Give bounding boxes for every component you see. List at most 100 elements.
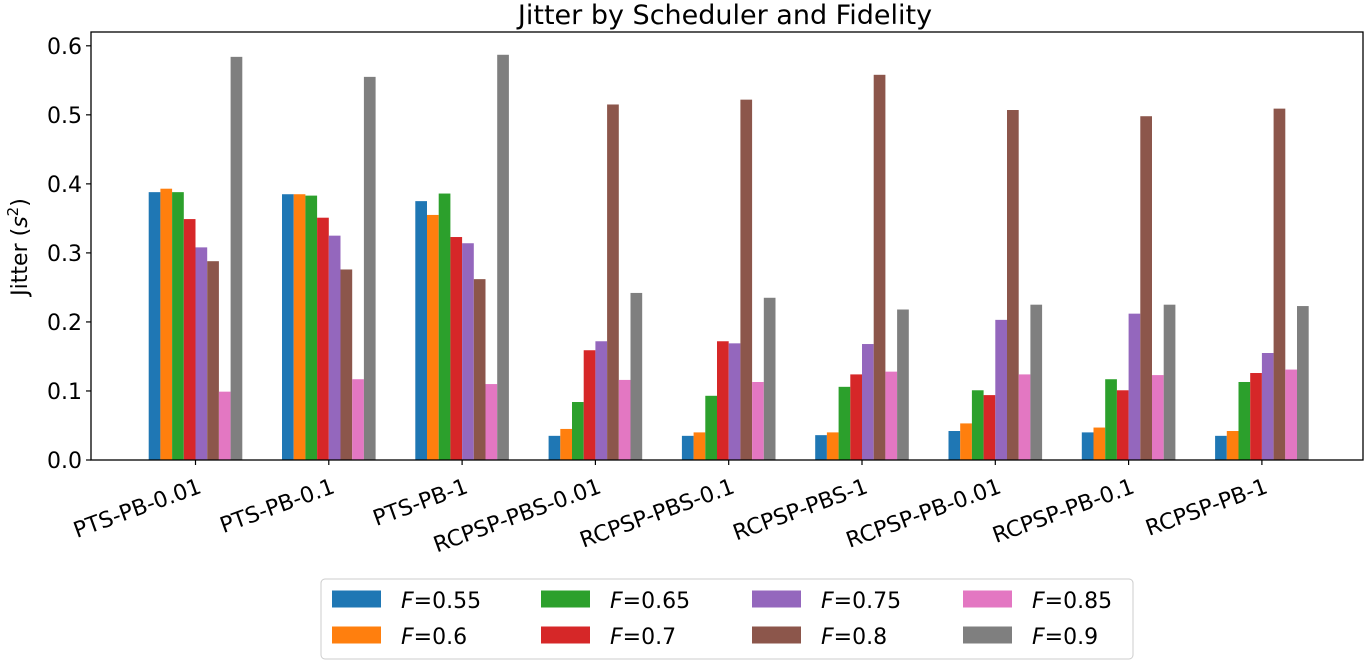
bar-RCPSP-PBS-0.1-F=0.75 [728, 343, 741, 460]
legend-label: F=0.85 [1032, 589, 1112, 614]
bar-PTS-PB-0.1-F=0.8 [340, 269, 353, 460]
legend-label: F=0.55 [401, 589, 481, 614]
bar-RCPSP-PBS-0.01-F=0.65 [572, 402, 584, 460]
bar-PTS-PB-0.01-F=0.55 [148, 192, 161, 460]
x-tick-label: RCPSP-PB-0.1 [989, 474, 1137, 548]
legend-label: F=0.6 [401, 625, 467, 650]
bar-PTS-PB-0.1-F=0.65 [305, 195, 318, 461]
bar-RCPSP-PBS-0.1-F=0.7 [717, 341, 729, 460]
bar-RCPSP-PBS-1-F=0.55 [815, 435, 827, 460]
y-axis-label-exponent: 2 [4, 207, 22, 217]
x-tick-label: PTS-PB-0.01 [70, 474, 204, 543]
bar-RCPSP-PBS-0.01-F=0.6 [560, 428, 572, 460]
bar-RCPSP-PB-0.01-F=0.65 [971, 390, 984, 460]
legend-swatch [752, 626, 801, 644]
bar-PTS-PB-0.1-F=0.75 [328, 235, 341, 460]
y-tick-label: 0.2 [47, 311, 82, 336]
bar-RCPSP-PB-1-F=0.8 [1273, 108, 1286, 460]
bar-PTS-PB-0.01-F=0.85 [218, 391, 231, 460]
bar-RCPSP-PB-1-F=0.9 [1297, 306, 1309, 460]
legend-swatch [541, 590, 590, 608]
bar-RCPSP-PBS-0.1-F=0.8 [740, 99, 753, 461]
bar-RCPSP-PB-0.01-F=0.9 [1030, 304, 1043, 460]
bar-RCPSP-PB-0.1-F=0.6 [1093, 427, 1106, 460]
x-tick-label: RCPSP-PB-1 [1142, 474, 1271, 541]
legend-swatch [752, 590, 801, 608]
bar-RCPSP-PB-0.01-F=0.55 [948, 431, 961, 460]
legend-swatch [541, 626, 590, 644]
bar-RCPSP-PB-0.01-F=0.7 [983, 395, 996, 460]
bar-RCPSP-PBS-1-F=0.9 [897, 309, 909, 460]
bar-RCPSP-PBS-0.1-F=0.85 [752, 381, 764, 460]
bar-RCPSP-PB-0.1-F=0.65 [1105, 379, 1117, 460]
y-tick-label: 0.1 [47, 380, 82, 405]
x-tick-label: RCPSP-PBS-0.1 [577, 474, 738, 553]
bar-RCPSP-PBS-1-F=0.7 [850, 374, 862, 460]
bar-PTS-PB-0.1-F=0.55 [282, 194, 294, 461]
bar-PTS-PB-1-F=0.9 [497, 54, 509, 460]
bar-RCPSP-PB-1-F=0.75 [1261, 353, 1274, 460]
bar-RCPSP-PBS-0.1-F=0.55 [681, 435, 694, 460]
legend-label: F=0.7 [610, 625, 676, 650]
bar-PTS-PB-0.01-F=0.8 [207, 261, 219, 460]
legend: F=0.55 F=0.6 F=0.65 F=0.7 F=0.75 F=0.8 F=0.85 F… [320, 578, 1134, 660]
y-tick-label: 0.6 [47, 35, 82, 60]
plot-area-frame [90, 31, 1364, 461]
bar-RCPSP-PB-0.1-F=0.9 [1163, 304, 1176, 460]
y-axis: 0.0 0.1 0.2 0.3 0.4 0.5 0.6 [47, 35, 91, 474]
bar-PTS-PB-1-F=0.75 [462, 243, 474, 460]
x-tick-label: PTS-PB-1 [370, 474, 471, 531]
bar-PTS-PB-0.01-F=0.65 [172, 192, 184, 460]
bar-RCPSP-PBS-1-F=0.85 [885, 371, 898, 460]
bar-RCPSP-PB-0.1-F=0.7 [1116, 390, 1129, 460]
bar-PTS-PB-0.1-F=0.7 [317, 217, 329, 460]
y-axis-label-suffix: ) [8, 198, 33, 207]
bar-RCPSP-PB-1-F=0.7 [1250, 373, 1262, 460]
bar-RCPSP-PB-1-F=0.6 [1226, 431, 1239, 460]
bar-RCPSP-PBS-0.1-F=0.9 [763, 297, 776, 460]
bar-RCPSP-PB-0.1-F=0.55 [1081, 432, 1094, 460]
bar-PTS-PB-0.01-F=0.9 [230, 56, 243, 460]
bar-RCPSP-PBS-0.1-F=0.65 [705, 395, 717, 460]
bar-RCPSP-PB-0.1-F=0.85 [1152, 375, 1164, 460]
bar-PTS-PB-0.01-F=0.6 [160, 188, 173, 460]
bar-RCPSP-PB-1-F=0.85 [1285, 369, 1297, 460]
x-tick-label: PTS-PB-0.1 [217, 474, 338, 539]
bar-PTS-PB-1-F=0.85 [485, 384, 498, 460]
legend-label: F=0.8 [821, 625, 887, 650]
bar-RCPSP-PB-1-F=0.55 [1215, 435, 1227, 460]
legend-frame [320, 578, 1134, 660]
bars-layer [148, 54, 1309, 461]
x-axis: PTS-PB-0.01 PTS-PB-0.1 PTS-PB-1 RCPSP-PBS-0… [70, 460, 1271, 558]
bar-PTS-PB-1-F=0.7 [450, 237, 463, 460]
bar-PTS-PB-1-F=0.8 [473, 279, 486, 460]
legend-swatch [963, 626, 1012, 644]
bar-PTS-PB-1-F=0.65 [438, 193, 451, 461]
bar-RCPSP-PBS-0.01-F=0.8 [607, 104, 619, 460]
y-axis-label: Jitter (s2) [4, 198, 33, 298]
bar-RCPSP-PBS-1-F=0.65 [838, 386, 851, 460]
bar-PTS-PB-0.1-F=0.9 [363, 76, 376, 461]
bar-PTS-PB-0.1-F=0.85 [352, 379, 364, 460]
bar-PTS-PB-0.01-F=0.7 [183, 219, 196, 460]
bar-RCPSP-PBS-1-F=0.6 [826, 432, 839, 460]
bar-PTS-PB-0.1-F=0.6 [293, 194, 306, 461]
bar-RCPSP-PBS-0.01-F=0.7 [583, 350, 596, 460]
legend-swatch [332, 590, 381, 608]
bar-RCPSP-PBS-0.01-F=0.9 [630, 292, 643, 460]
legend-label: F=0.9 [1032, 625, 1098, 650]
bar-RCPSP-PB-0.1-F=0.8 [1140, 116, 1152, 460]
bar-RCPSP-PBS-1-F=0.8 [873, 74, 886, 461]
bar-RCPSP-PB-1-F=0.65 [1238, 381, 1251, 460]
x-tick-label: RCPSP-PB-0.01 [843, 474, 1005, 553]
y-axis-label-prefix: Jitter ( [8, 228, 33, 298]
bar-RCPSP-PB-0.01-F=0.6 [960, 423, 972, 460]
bar-RCPSP-PBS-0.01-F=0.55 [548, 435, 561, 460]
bar-RCPSP-PB-0.1-F=0.75 [1128, 313, 1141, 460]
bar-PTS-PB-1-F=0.55 [415, 201, 427, 460]
y-axis-label-unit: s [8, 216, 33, 227]
legend-swatch [332, 626, 381, 644]
y-tick-label: 0.0 [47, 449, 82, 474]
bar-RCPSP-PB-0.01-F=0.85 [1018, 374, 1031, 460]
